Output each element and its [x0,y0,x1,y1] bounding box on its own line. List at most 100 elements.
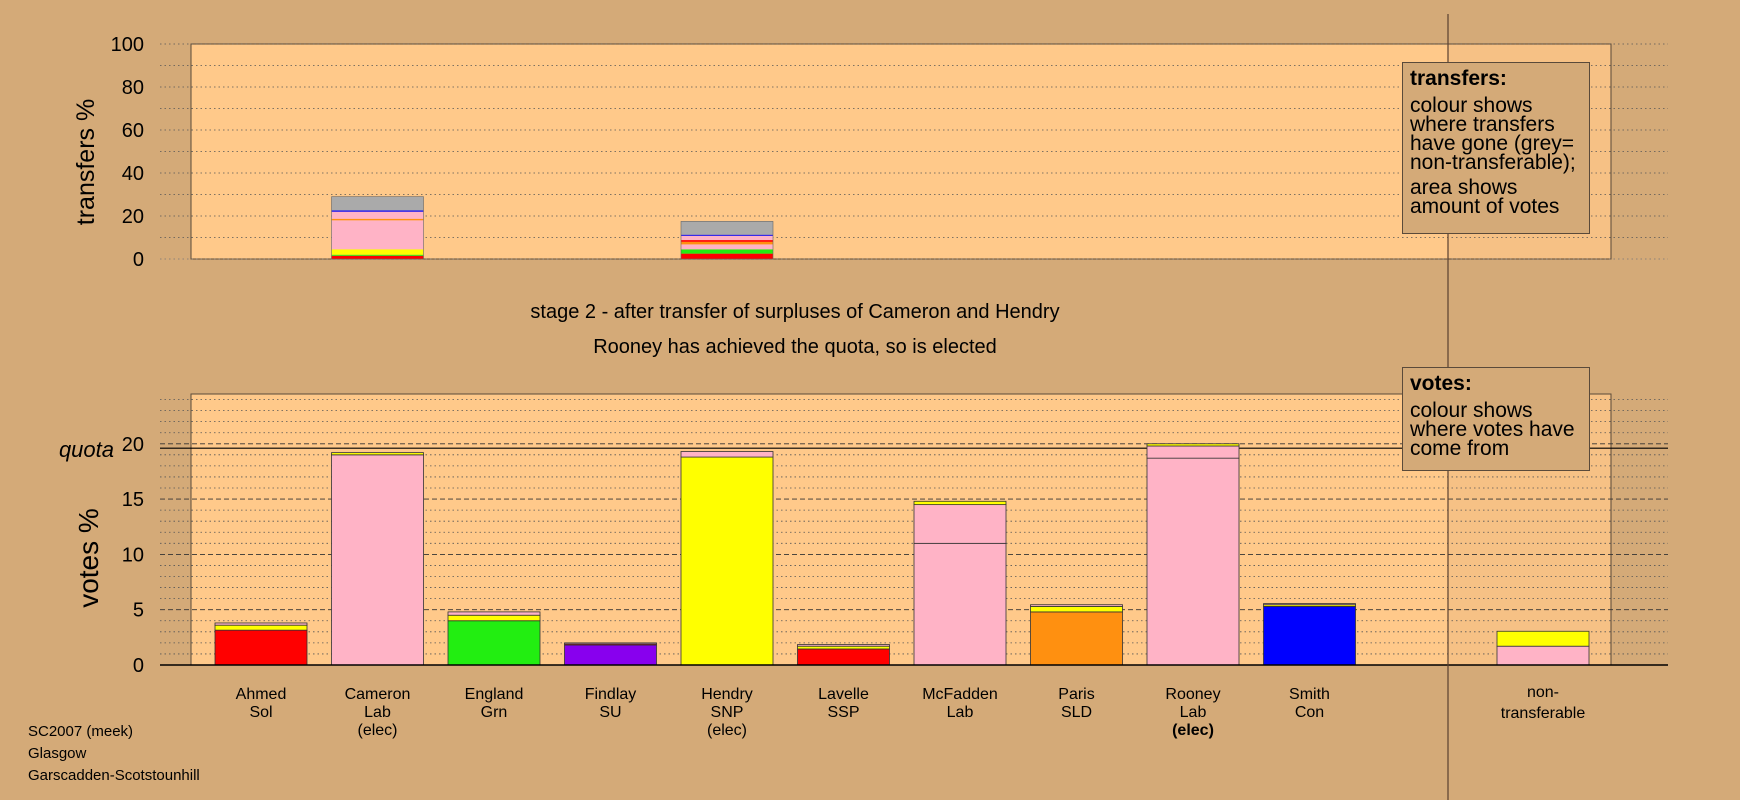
vote-bar-segment [913,504,1007,544]
top-y-tick-label: 20 [122,206,144,228]
transfer-bar-segment [681,241,773,245]
candidate-name-label: Ahmed [236,686,287,703]
transfer-bar-segment [681,244,773,250]
top-y-tick-label: 80 [122,77,144,99]
votes-legend-title: votes: [1410,372,1472,395]
vote-bar-segment [564,642,657,645]
nontransferable-label-2: transferable [1501,705,1586,722]
candidate-party-label: SNP [711,704,744,721]
vote-bar-segment [680,456,774,666]
transfers-legend-text-1: colour shows where transfers have gone (… [1410,94,1576,174]
top-y-tick-label: 40 [122,163,144,185]
transfer-bar-segment [331,211,424,219]
candidate-party-label: Grn [481,704,508,721]
vote-bar-segment [564,644,657,666]
vote-bar-segment [1146,445,1240,459]
transfer-bar-segment [681,221,773,235]
vote-bar-segment [1146,457,1240,666]
candidate-elected-label: (elec) [707,722,747,739]
candidate-name-label: Rooney [1165,686,1220,703]
transfer-bar-outline [331,196,424,260]
transfer-bar-segment [681,249,773,254]
vote-bar-segment [1030,605,1123,613]
transfer-bar-outline [680,221,774,260]
candidate-name-label: Lavelle [818,686,869,703]
candidate-party-label: Lab [947,704,974,721]
candidate-party-label: Lab [364,704,391,721]
vote-bar-segment [447,614,541,622]
vote-bar-segment [214,624,308,631]
footer-council: Glasgow [28,745,87,762]
votes-legend: votes: colour shows where votes have com… [1402,367,1590,471]
candidate-party-label: SU [599,704,621,721]
nontransferable-bar-segment [1496,630,1590,647]
candidate-name-label: England [465,686,524,703]
vote-bar-segment [913,500,1007,506]
vote-bar-segment [214,629,308,666]
bottom-plot-area [190,393,1612,666]
bottom-y-tick-label: 15 [122,489,144,511]
transfer-bar-segment [331,218,424,221]
top-y-tick-label: 0 [133,249,144,271]
top-y-axis-label: transfers % [72,99,100,225]
vote-bar-segment [1030,611,1123,666]
candidate-elected-label: (elec) [1172,722,1214,739]
candidate-name-label: Hendry [701,686,753,703]
transfer-bar-segment [331,254,424,256]
quota-label: quota [59,437,114,462]
vote-bar-segment [1030,604,1123,607]
top-plot-area [190,43,1612,260]
transfer-bar-segment [681,234,773,236]
vote-bar-segment [331,452,424,456]
transfer-bar-segment [681,235,773,241]
transfers-legend-title: transfers: [1410,67,1507,90]
bottom-y-axis-label: votes % [73,508,104,608]
vote-bar-segment [1263,603,1356,606]
vote-bar-segment [797,645,890,650]
candidate-party-label: Con [1295,704,1324,721]
candidate-party-label: Sol [249,704,272,721]
candidate-name-label: Smith [1289,686,1330,703]
vote-bar-segment [1263,605,1356,666]
stage-subtitle: Rooney has achieved the quota, so is ele… [593,336,997,358]
transfer-bar-segment [681,253,773,259]
transfers-legend-text-2: area shows amount of votes [1410,176,1560,218]
footer-method: SC2007 (meek) [28,723,134,740]
transfer-bar-segment [331,196,424,211]
candidate-party-label: Lab [1180,704,1207,721]
bottom-y-tick-label: 5 [133,600,144,622]
vote-bar-segment [680,451,774,458]
vote-bar-segment [447,620,541,666]
stage-title: stage 2 - after transfer of surpluses of… [530,301,1059,323]
transfers-legend: transfers: colour shows where transfers … [1402,62,1590,234]
vote-bar-segment [797,648,890,666]
transfer-bar-segment [681,240,773,242]
candidate-elected-label: (elec) [357,722,397,739]
transfer-bar-segment [331,220,424,250]
bottom-y-tick-label: 0 [133,655,144,677]
candidate-party-label: SSP [827,704,859,721]
nontransferable-bar-segment [1496,645,1590,666]
candidate-name-label: Findlay [585,686,637,703]
transfer-bar-segment [331,210,424,212]
top-y-tick-label: 100 [111,34,144,56]
candidate-party-label: SLD [1061,704,1092,721]
candidate-name-label: Paris [1058,686,1094,703]
transfer-bar-segment [331,249,424,255]
votes-legend-text: colour shows where votes have come from [1410,399,1575,460]
vote-bar-segment [1146,443,1240,447]
candidate-name-label: McFadden [922,686,998,703]
transfer-bar-segment [331,255,424,259]
candidate-name-label: Cameron [345,686,411,703]
bottom-y-tick-label: 20 [122,434,144,456]
top-y-tick-label: 60 [122,120,144,142]
vote-bar-segment [797,644,890,647]
vote-bar-segment [913,542,1007,666]
vote-bar-segment [331,454,424,666]
footer-ward: Garscadden-Scotstounhill [28,767,200,784]
nontransferable-label-1: non- [1527,684,1559,701]
bottom-y-tick-label: 10 [122,544,144,566]
vote-bar-segment [214,622,308,626]
vote-bar-segment [447,611,541,616]
